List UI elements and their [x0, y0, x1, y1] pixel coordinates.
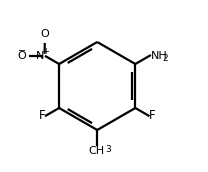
Text: F: F: [149, 109, 156, 122]
Text: NH: NH: [151, 51, 168, 61]
Text: F: F: [38, 109, 45, 122]
Text: CH: CH: [88, 146, 104, 156]
Text: N: N: [36, 51, 45, 61]
Text: O: O: [17, 51, 26, 61]
Text: O: O: [40, 29, 49, 39]
Text: +: +: [42, 47, 49, 56]
Text: −: −: [17, 46, 26, 56]
Text: 3: 3: [105, 145, 111, 154]
Text: 2: 2: [162, 54, 168, 63]
